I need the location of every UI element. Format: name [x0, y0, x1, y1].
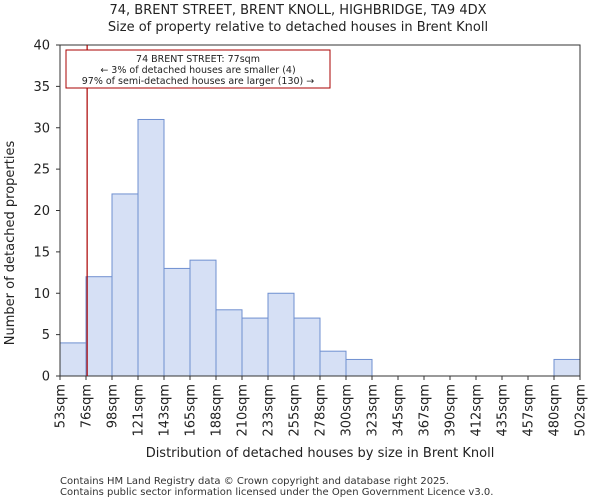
- y-tick-label: 15: [33, 245, 50, 260]
- plot-frame: [59, 44, 581, 377]
- x-tick-label-233sqm: 233sqm: [262, 384, 277, 437]
- annotation-frame: [65, 49, 331, 89]
- x-tick-label-323sqm: 323sqm: [366, 384, 381, 437]
- bar-188sqm: [215, 309, 243, 377]
- x-tick-label-300sqm: 300sqm: [340, 384, 355, 437]
- bar-53sqm: [59, 342, 87, 377]
- y-tick-label: 5: [42, 328, 50, 343]
- annotation-line2: ← 3% of detached houses are smaller (4): [100, 65, 295, 76]
- x-axis-label: Distribution of detached houses by size …: [146, 446, 495, 461]
- x-tick-label-480sqm: 480sqm: [548, 384, 563, 437]
- x-ticks-group: 53sqm 76sqm 98sqm 121sqm 143sqm 165sqm 188sqm 2…: [54, 376, 589, 437]
- footer-line1: Contains HM Land Registry data © Crown c…: [60, 476, 449, 487]
- x-tick-label-435sqm: 435sqm: [496, 384, 511, 437]
- bar-300sqm: [345, 358, 373, 377]
- y-tick-label: 10: [33, 287, 50, 302]
- y-axis-label: Number of detached properties: [3, 141, 18, 346]
- footer-line2: Contains public sector information licen…: [60, 487, 493, 498]
- bar-165sqm: [189, 259, 217, 377]
- annotation-line1: 74 BRENT STREET: 77sqm: [136, 54, 260, 65]
- x-tick-label-502sqm: 502sqm: [574, 384, 589, 437]
- x-tick-label-457sqm: 457sqm: [522, 384, 537, 437]
- y-ticks-group: 0 5 10 15 20 25 30 35 40: [33, 39, 60, 385]
- bar-98sqm: [111, 193, 139, 377]
- bar-278sqm: [319, 350, 347, 377]
- bar-210sqm: [241, 317, 269, 377]
- x-tick-label-188sqm: 188sqm: [210, 384, 225, 437]
- bar-255sqm: [293, 317, 321, 377]
- x-tick-label-390sqm: 390sqm: [444, 384, 459, 437]
- bar-143sqm: [163, 267, 191, 377]
- annotation-line3: 97% of semi-detached houses are larger (…: [82, 76, 315, 87]
- x-tick-label-53sqm: 53sqm: [54, 384, 69, 428]
- x-tick-label-367sqm: 367sqm: [418, 384, 433, 437]
- bars-group: [59, 118, 581, 377]
- y-tick-label: 35: [33, 80, 50, 95]
- y-tick-label: 20: [33, 204, 50, 219]
- x-tick-label-412sqm: 412sqm: [470, 384, 485, 437]
- x-tick-label-143sqm: 143sqm: [158, 384, 173, 437]
- chart-title-line2: Size of property relative to detached ho…: [108, 20, 488, 35]
- x-tick-label-255sqm: 255sqm: [288, 384, 303, 437]
- bar-233sqm: [267, 292, 295, 377]
- x-tick-label-98sqm: 98sqm: [106, 384, 121, 428]
- chart-title-line1: 74, BRENT STREET, BRENT KNOLL, HIGHBRIDG…: [109, 3, 486, 18]
- x-tick-label-165sqm: 165sqm: [184, 384, 199, 437]
- bar-121sqm: [137, 118, 165, 377]
- x-tick-label-210sqm: 210sqm: [236, 384, 251, 437]
- y-tick-label: 40: [33, 39, 50, 54]
- y-tick-label: 30: [33, 121, 50, 136]
- x-tick-label-76sqm: 76sqm: [80, 384, 95, 428]
- bar-76sqm: [85, 276, 113, 377]
- x-tick-label-278sqm: 278sqm: [314, 384, 329, 437]
- annotation-box: 74 BRENT STREET: 77sqm ← 3% of detached …: [65, 49, 331, 89]
- y-tick-label: 25: [33, 163, 50, 178]
- y-tick-label: 0: [42, 370, 50, 385]
- x-tick-label-121sqm: 121sqm: [132, 384, 147, 437]
- x-tick-label-345sqm: 345sqm: [392, 384, 407, 437]
- bar-480sqm: [553, 358, 581, 377]
